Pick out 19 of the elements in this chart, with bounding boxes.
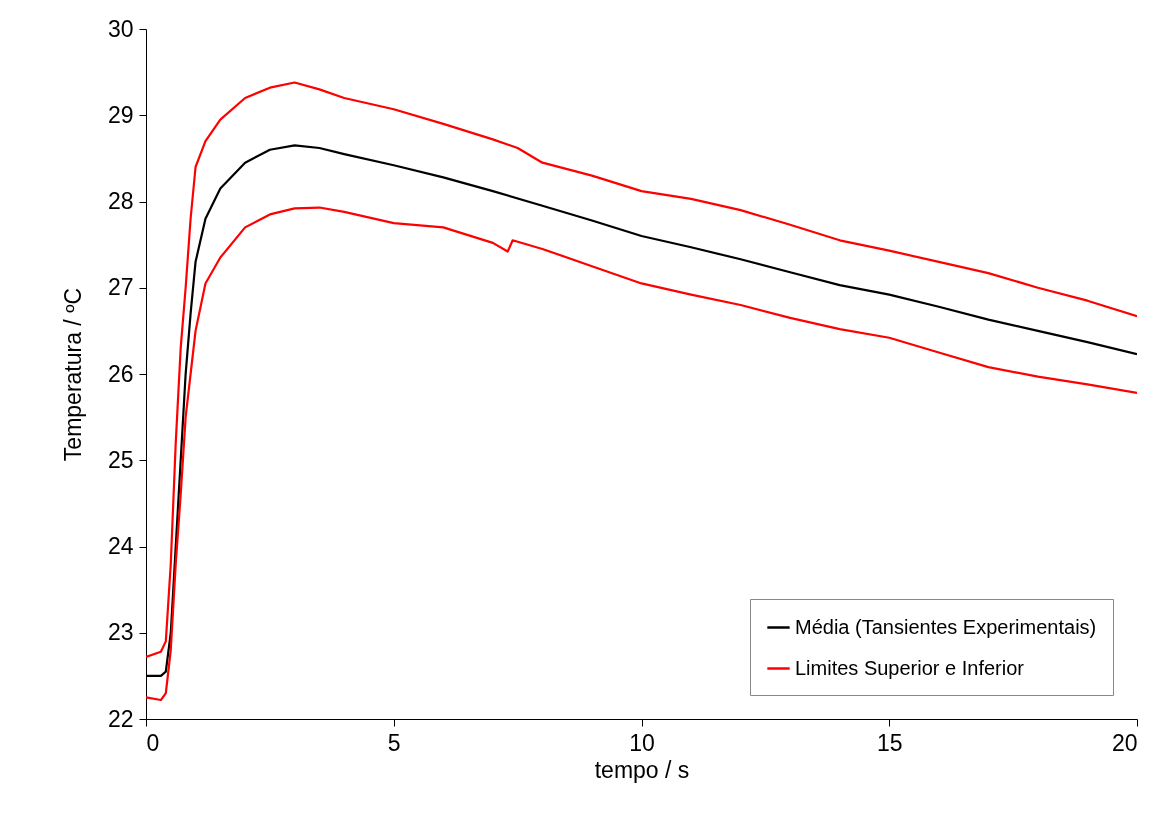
y-tick-label: 30	[107, 15, 134, 42]
y-axis-title: Temperatura / ºC	[59, 287, 86, 462]
y-tick-label: 27	[107, 274, 134, 301]
x-tick-label: 5	[387, 729, 401, 756]
y-tick-label: 22	[107, 705, 134, 732]
x-tick-label: 15	[876, 729, 903, 756]
y-tick-label: 29	[107, 101, 134, 128]
x-axis-title: tempo / s	[594, 756, 690, 783]
legend-label: Média (Tansientes Experimentais)	[795, 615, 1097, 638]
y-tick-label: 28	[107, 188, 134, 214]
legend-label: Limites Superior e Inferior	[795, 656, 1025, 679]
y-tick-label: 26	[107, 360, 134, 387]
x-tick-label: 10	[629, 729, 655, 756]
y-tick-label: 23	[107, 619, 134, 646]
x-tick-label: 20	[1111, 729, 1138, 756]
x-tick-label: 0	[146, 729, 160, 756]
line-series	[146, 206, 1137, 702]
y-tick-label: 24	[107, 533, 134, 559]
y-tick-label: 25	[107, 446, 134, 473]
